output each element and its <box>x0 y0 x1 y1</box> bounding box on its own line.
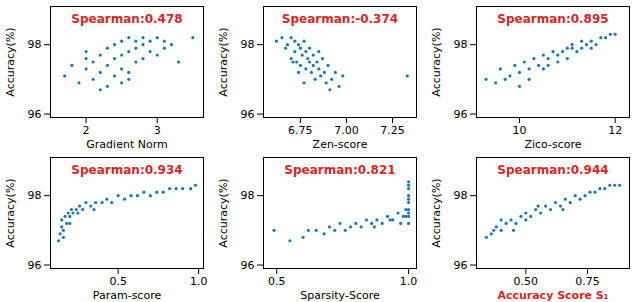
svg-text:7.00: 7.00 <box>334 124 359 137</box>
svg-text:0.50: 0.50 <box>514 275 539 288</box>
svg-text:6.75: 6.75 <box>288 124 313 137</box>
svg-text:Accuracy(%): Accuracy(%) <box>430 178 443 247</box>
svg-text:Param-score: Param-score <box>93 289 162 302</box>
svg-text:Spearman:-0.374: Spearman:-0.374 <box>282 12 398 26</box>
svg-text:0.5: 0.5 <box>109 275 127 288</box>
svg-text:96: 96 <box>454 108 468 121</box>
svg-text:0.75: 0.75 <box>575 275 600 288</box>
svg-text:Accuracy(%): Accuracy(%) <box>4 178 17 247</box>
svg-text:7.25: 7.25 <box>380 124 405 137</box>
svg-text:98: 98 <box>28 189 42 202</box>
svg-text:Spearman:0.895: Spearman:0.895 <box>497 12 608 26</box>
svg-text:98: 98 <box>454 189 468 202</box>
svg-text:96: 96 <box>241 259 255 272</box>
svg-text:Spearman:0.478: Spearman:0.478 <box>71 12 182 26</box>
svg-text:2: 2 <box>83 124 90 137</box>
svg-text:3: 3 <box>154 124 161 137</box>
svg-text:1.0: 1.0 <box>190 275 208 288</box>
svg-text:Gradient Norm: Gradient Norm <box>86 138 167 151</box>
svg-text:96: 96 <box>241 108 255 121</box>
svg-text:Spearman:0.934: Spearman:0.934 <box>71 163 182 177</box>
svg-text:Sparsity-Score: Sparsity-Score <box>300 289 380 302</box>
svg-text:1.0: 1.0 <box>400 275 418 288</box>
svg-text:0.5: 0.5 <box>268 275 285 288</box>
svg-text:98: 98 <box>454 38 468 51</box>
svg-text:Accuracy(%): Accuracy(%) <box>430 27 443 96</box>
svg-text:Accuracy(%): Accuracy(%) <box>4 27 17 96</box>
svg-text:Spearman:0.944: Spearman:0.944 <box>497 163 608 177</box>
svg-text:Spearman:0.821: Spearman:0.821 <box>284 163 395 177</box>
svg-text:Accuracy Score S₁: Accuracy Score S₁ <box>497 289 608 302</box>
svg-text:10: 10 <box>513 124 527 137</box>
svg-text:Accuracy(%): Accuracy(%) <box>217 27 230 96</box>
svg-text:Accuracy(%): Accuracy(%) <box>217 178 230 247</box>
svg-text:96: 96 <box>28 259 42 272</box>
svg-text:96: 96 <box>454 259 468 272</box>
svg-text:Zico-score: Zico-score <box>524 138 581 151</box>
svg-text:98: 98 <box>241 38 255 51</box>
svg-text:98: 98 <box>241 189 255 202</box>
svg-text:96: 96 <box>28 108 42 121</box>
svg-text:98: 98 <box>28 38 42 51</box>
svg-text:Zen-score: Zen-score <box>313 138 368 151</box>
svg-text:12: 12 <box>608 124 622 137</box>
